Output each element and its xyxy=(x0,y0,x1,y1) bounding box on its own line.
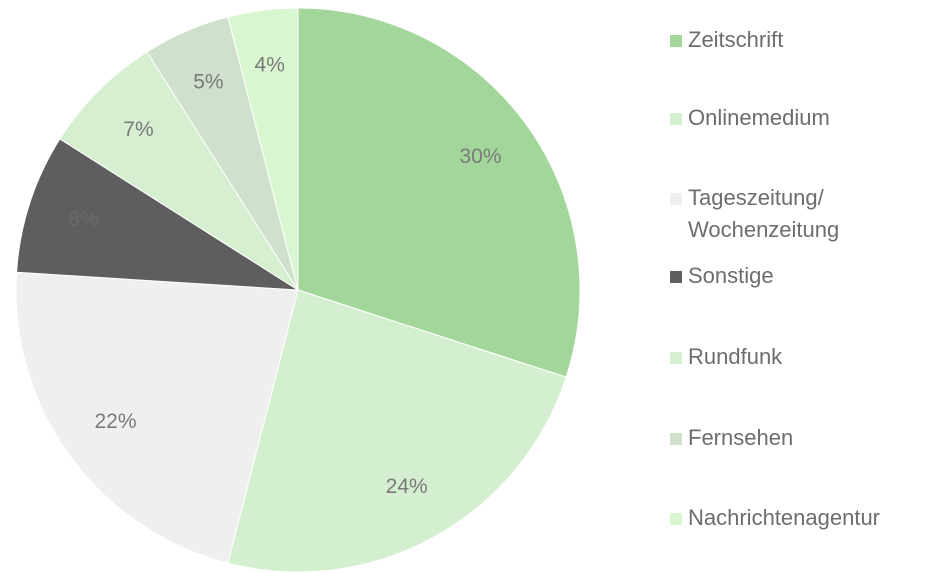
legend-swatch xyxy=(670,35,682,47)
legend-item: Zeitschrift xyxy=(670,24,888,56)
legend-swatch xyxy=(670,113,682,125)
data-label: 5% xyxy=(193,71,223,94)
legend-label: Onlinemedium xyxy=(688,105,830,130)
legend-label: Zeitschrift xyxy=(688,27,784,52)
legend-label: Rundfunk xyxy=(688,344,783,369)
data-label: 4% xyxy=(255,54,285,77)
data-label: 24% xyxy=(386,475,428,498)
pie-slice xyxy=(15,271,299,564)
legend-item: Nachrichtenagentur xyxy=(670,502,888,534)
legend-label: Sonstige xyxy=(688,263,774,288)
legend-item: Onlinemedium xyxy=(670,102,888,134)
legend-swatch xyxy=(670,193,682,205)
legend-label: Fernsehen xyxy=(688,425,794,450)
legend-swatch xyxy=(670,433,682,445)
data-label: 30% xyxy=(459,145,501,168)
pie-slice xyxy=(59,51,299,291)
legend-item: Tageszeitung/ Wochenzeitung xyxy=(670,182,888,246)
legend-item: Fernsehen xyxy=(670,422,888,454)
legend-item: Rundfunk xyxy=(670,341,888,373)
pie-slice xyxy=(297,7,581,378)
data-label: 8% xyxy=(68,208,98,231)
legend-swatch xyxy=(670,513,682,525)
pie-slice xyxy=(16,138,299,291)
legend-label: Tageszeitung/ Wochenzeitung xyxy=(688,185,840,242)
legend-label: Nachrichtenagentur xyxy=(688,505,881,530)
pie-slice xyxy=(227,7,299,291)
chart: 30% 24% 22% 8% 7% 5% 4% xyxy=(15,7,581,573)
data-label: 7% xyxy=(123,118,153,141)
pie-slice xyxy=(227,289,567,573)
legend-swatch xyxy=(670,352,682,364)
data-label: 22% xyxy=(94,410,136,433)
legend-swatch xyxy=(670,271,682,283)
legend-item: Sonstige xyxy=(670,260,888,292)
